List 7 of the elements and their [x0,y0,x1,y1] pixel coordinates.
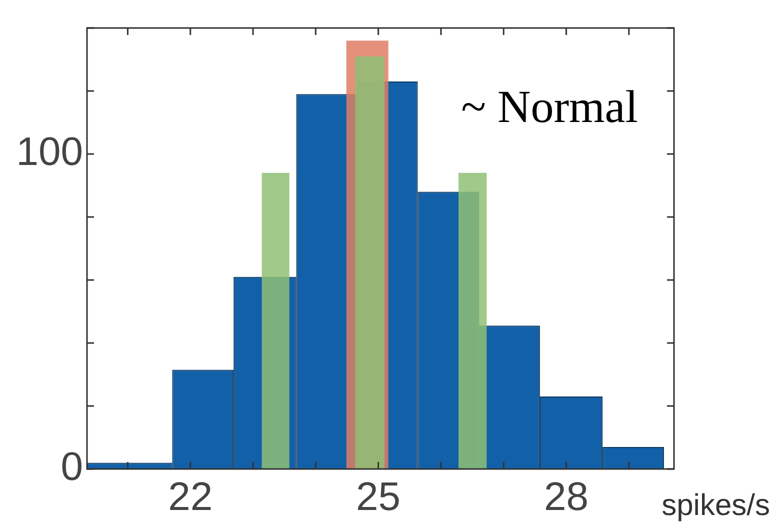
y-tick-label: 100 [16,130,83,174]
x-tick-label: 25 [356,475,401,520]
y-tick-label: 0 [60,445,83,490]
x-axis-title: spikes/s [662,489,770,522]
x-tick-label: 22 [168,475,213,520]
annotation: ~ Normal [461,81,638,132]
x-tick-label: 28 [544,475,588,520]
